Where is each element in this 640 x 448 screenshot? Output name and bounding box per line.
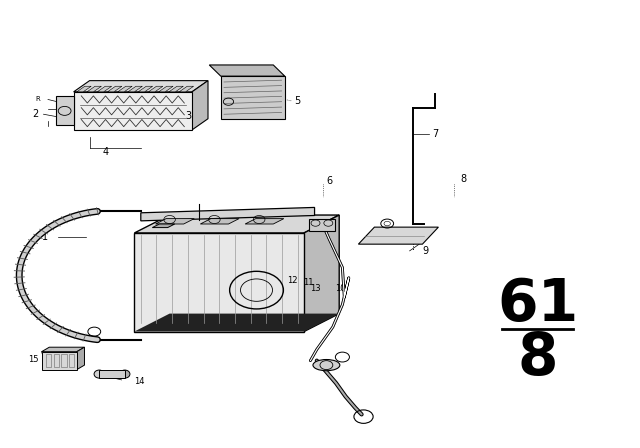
Text: 2: 2 [32, 109, 38, 119]
Text: 14: 14 [134, 377, 145, 386]
Text: 9: 9 [422, 246, 429, 256]
Bar [54, 354, 59, 367]
Polygon shape [156, 219, 195, 224]
Polygon shape [87, 86, 102, 92]
Text: 61: 61 [497, 276, 578, 333]
Polygon shape [221, 76, 285, 119]
Polygon shape [152, 224, 175, 228]
Bar [69, 354, 74, 367]
Polygon shape [97, 86, 112, 92]
Polygon shape [309, 219, 335, 231]
Bar [61, 354, 67, 367]
Polygon shape [118, 86, 132, 92]
Polygon shape [42, 347, 84, 352]
Text: 11: 11 [303, 278, 314, 287]
Polygon shape [148, 86, 163, 92]
Polygon shape [169, 86, 184, 92]
Polygon shape [42, 352, 77, 370]
Ellipse shape [313, 359, 340, 371]
Text: 4: 4 [102, 147, 109, 157]
Polygon shape [77, 86, 92, 92]
Text: 1: 1 [42, 233, 48, 242]
Polygon shape [192, 81, 208, 130]
Text: 13: 13 [310, 284, 321, 293]
Text: 6: 6 [326, 177, 333, 186]
Polygon shape [245, 219, 284, 224]
Bar [46, 354, 51, 367]
Polygon shape [77, 347, 84, 370]
Polygon shape [159, 86, 173, 92]
Polygon shape [128, 86, 143, 92]
Polygon shape [74, 92, 192, 130]
Text: 5: 5 [294, 96, 301, 106]
Ellipse shape [120, 370, 130, 378]
Polygon shape [138, 86, 153, 92]
Text: 7: 7 [432, 129, 438, 139]
Polygon shape [56, 96, 74, 125]
Polygon shape [141, 207, 315, 221]
Polygon shape [108, 86, 122, 92]
Text: 12: 12 [287, 276, 298, 284]
Polygon shape [179, 86, 194, 92]
Polygon shape [74, 81, 208, 92]
Polygon shape [304, 215, 339, 332]
Text: R: R [36, 96, 40, 102]
Text: 8: 8 [517, 330, 558, 387]
Text: 3: 3 [186, 112, 192, 121]
Ellipse shape [94, 370, 104, 378]
Polygon shape [134, 215, 339, 233]
Polygon shape [134, 233, 304, 332]
Text: 15: 15 [28, 355, 38, 364]
Polygon shape [200, 219, 239, 224]
Polygon shape [209, 65, 285, 76]
Polygon shape [358, 227, 438, 244]
Polygon shape [134, 314, 339, 332]
Bar [99, 370, 125, 378]
Text: 8: 8 [461, 174, 467, 184]
Text: 10: 10 [335, 284, 345, 293]
